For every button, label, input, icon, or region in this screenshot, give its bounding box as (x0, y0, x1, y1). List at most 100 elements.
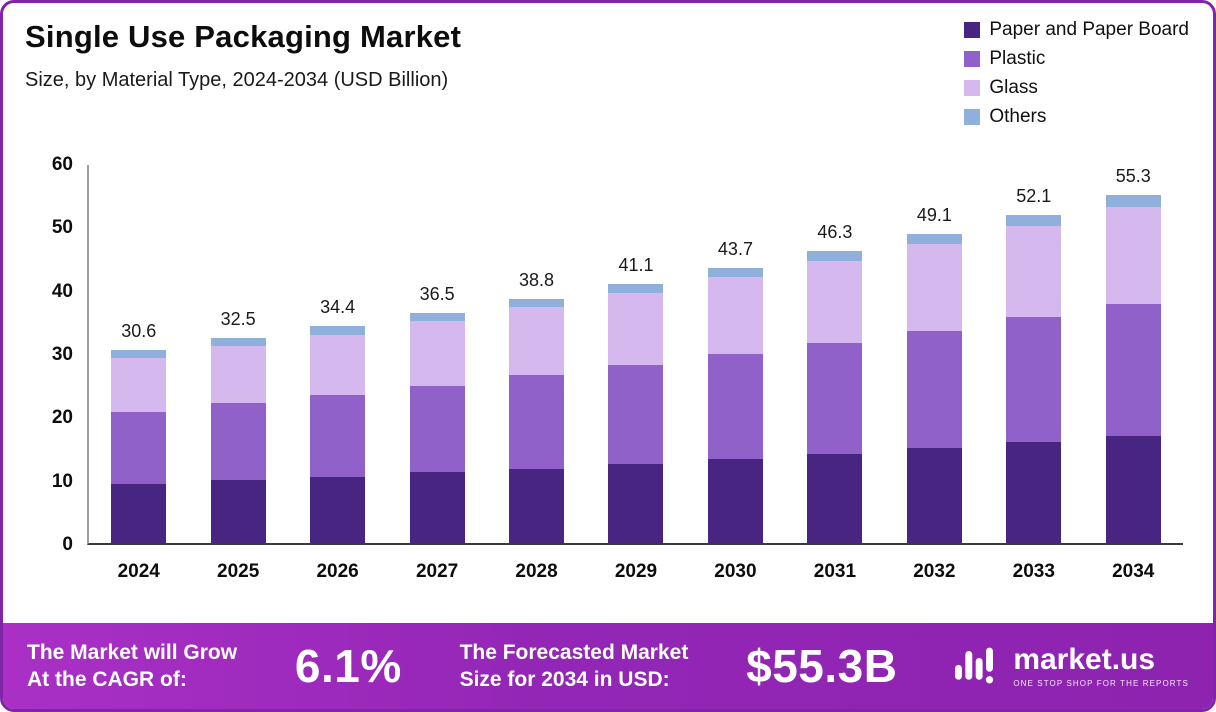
bar-segment-paper-and-paper-board (807, 453, 863, 543)
forecast-value: $55.3B (746, 640, 898, 692)
bar-segment-others (1105, 194, 1161, 207)
bar-segment-plastic (1006, 317, 1062, 443)
page-subtitle: Size, by Material Type, 2024-2034 (USD B… (25, 69, 449, 91)
bar-segment-glass (310, 335, 366, 395)
bar-segment-others (906, 233, 962, 245)
bar-segment-plastic (409, 385, 465, 473)
legend-item-paper-and-paper-board: Paper and Paper Board (964, 19, 1189, 41)
bar-segment-others (1006, 214, 1062, 227)
y-tick-label: 20 (51, 407, 73, 429)
marketus-logo: market.us ONE STOP SHOP FOR THE REPORTS (955, 644, 1189, 688)
bar-segment-paper-and-paper-board (111, 484, 167, 543)
x-tick-label: 2025 (217, 561, 260, 582)
bar-stack (906, 233, 962, 543)
bar-stack (1006, 214, 1062, 543)
bar-total-label: 36.5 (419, 284, 455, 305)
bar-total-label: 55.3 (1115, 165, 1151, 186)
x-tick-label: 2032 (913, 561, 956, 582)
bar-2028: 38.8 (487, 165, 586, 543)
x-tick-label: 2031 (813, 561, 857, 582)
page-title: Single Use Packaging Market (25, 19, 462, 54)
bar-segment-plastic (509, 375, 565, 469)
chart: 0 10 20 30 40 50 60 30.6 32.5 34.4 36.5 38.8 41.1 43… (29, 154, 1183, 555)
bar-segment-glass (906, 244, 962, 331)
bar-segment-others (509, 298, 565, 308)
x-tick-label: 2033 (1012, 561, 1055, 582)
bar-stack (111, 350, 167, 543)
y-tick-label: 30 (51, 344, 73, 365)
cagr-label: The Market will Grow At the CAGR of: (27, 640, 238, 691)
legend-swatch (964, 51, 981, 67)
bar-segment-glass (1105, 206, 1161, 304)
x-tick-label: 2034 (1112, 561, 1155, 582)
bar-total-label: 38.8 (519, 269, 555, 290)
bar-segment-glass (1006, 226, 1062, 318)
header: Single Use Packaging Market Size, by Mat… (25, 19, 1189, 128)
bar-segment-glass (210, 346, 266, 404)
bar-total-label: 49.1 (916, 204, 952, 225)
bar-segment-glass (111, 358, 167, 412)
bar-stack (409, 313, 465, 543)
legend: Paper and Paper Board Plastic Glass Others (964, 19, 1189, 128)
footer-banner: The Market will Grow At the CAGR of: 6.1… (3, 623, 1213, 709)
bar-segment-paper-and-paper-board (409, 472, 465, 543)
legend-item-glass: Glass (964, 77, 1189, 99)
bar-segment-plastic (707, 354, 763, 460)
bar-total-label: 41.1 (618, 255, 654, 276)
bar-stack (1105, 194, 1161, 543)
bar-segment-paper-and-paper-board (509, 468, 565, 543)
bar-2032: 49.1 (885, 165, 984, 543)
soundwave-logo-icon (955, 647, 994, 684)
bar-segment-plastic (210, 403, 266, 480)
bar-segment-others (310, 326, 366, 336)
bar-2033: 52.1 (984, 165, 1083, 543)
legend-swatch (964, 22, 981, 38)
bar-2024: 30.6 (89, 165, 188, 543)
bar-segment-plastic (807, 343, 863, 454)
bar-segment-plastic (310, 394, 366, 477)
x-tick-label: 2027 (415, 561, 459, 582)
title-block: Single Use Packaging Market Size, by Mat… (25, 19, 461, 92)
bar-stack (310, 326, 366, 543)
bar-2027: 36.5 (387, 165, 486, 543)
bar-segment-plastic (111, 411, 167, 485)
legend-item-others: Others (964, 106, 1189, 128)
bar-2031: 46.3 (785, 165, 884, 543)
bar-segment-paper-and-paper-board (608, 463, 664, 543)
bar-segment-plastic (608, 365, 664, 464)
bar-stack (807, 251, 863, 543)
bar-segment-paper-and-paper-board (707, 459, 763, 543)
brand-text-block: market.us ONE STOP SHOP FOR THE REPORTS (1013, 644, 1189, 688)
bar-segment-paper-and-paper-board (1006, 442, 1062, 543)
bar-segment-plastic (1105, 303, 1161, 436)
legend-swatch (964, 80, 981, 96)
forecast-label: The Forecasted Market Size for 2034 in U… (459, 640, 689, 691)
plot-bars: 30.6 32.5 34.4 36.5 38.8 41.1 43.7 46.3 49.1 52.1… (87, 165, 1183, 545)
x-tick-label: 2026 (316, 561, 359, 582)
bar-segment-glass (608, 292, 664, 366)
bar-stack (509, 298, 565, 543)
x-axis: 2024 2025 2026 2027 2028 2029 2030 2031 2032 2033… (89, 547, 1183, 583)
bar-total-label: 32.5 (220, 309, 256, 330)
legend-label: Paper and Paper Board (989, 19, 1189, 40)
bar-stack (707, 267, 763, 543)
bar-2029: 41.1 (586, 165, 685, 543)
bar-segment-others (111, 350, 167, 359)
bar-segment-others (807, 251, 863, 261)
legend-label: Others (989, 106, 1047, 127)
y-tick-label: 0 (62, 534, 73, 555)
bar-total-label: 46.3 (817, 222, 853, 243)
bar-segment-others (707, 267, 763, 278)
bar-segment-paper-and-paper-board (906, 447, 962, 543)
x-tick-label: 2030 (714, 561, 757, 582)
bar-2025: 32.5 (188, 165, 287, 543)
y-tick-label: 50 (51, 217, 73, 239)
y-tick-label: 60 (51, 154, 73, 175)
brand-tagline: ONE STOP SHOP FOR THE REPORTS (1013, 678, 1189, 688)
bar-segment-others (409, 313, 465, 322)
bar-total-label: 43.7 (717, 238, 753, 259)
bar-2034: 55.3 (1084, 165, 1183, 543)
legend-swatch (964, 109, 981, 125)
bar-segment-glass (409, 321, 465, 386)
